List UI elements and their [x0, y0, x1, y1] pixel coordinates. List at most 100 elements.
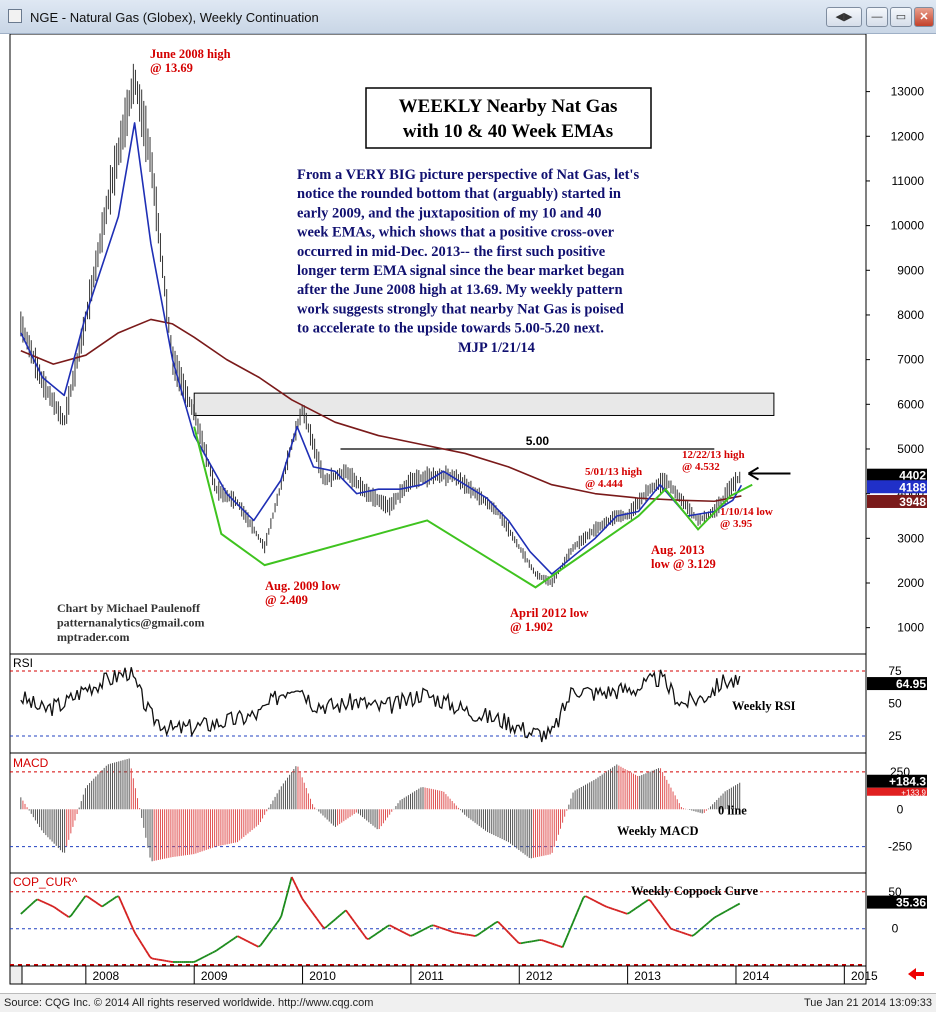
coppock-segment: [217, 949, 219, 950]
coppock-segment: [408, 935, 410, 936]
coppock-segment: [110, 899, 112, 900]
coppock-segment: [373, 935, 375, 936]
chart-title-line1: WEEKLY Nearby Nat Gas: [399, 96, 618, 117]
coppock-segment: [240, 937, 242, 938]
coppock-segment: [221, 946, 223, 947]
coppock-segment: [385, 926, 387, 927]
coppock-segment: [736, 905, 738, 906]
coppock-segment: [202, 957, 204, 958]
window-titlebar: NGE - Natural Gas (Globex), Weekly Conti…: [0, 0, 936, 34]
macd-last-values: +184.3+133.9: [867, 775, 927, 798]
coppock-segment: [150, 957, 152, 959]
restore-button[interactable]: ▭: [890, 7, 912, 27]
coppock-segment: [642, 903, 644, 904]
coppock-segment: [421, 930, 423, 931]
footer-timestamp: Tue Jan 21 2014 13:09:33: [804, 997, 932, 1009]
coppock-segment: [400, 931, 402, 932]
credit-line: Chart by Michael Paulenoff: [57, 601, 201, 615]
coppock-segment: [446, 930, 448, 931]
coppock-segment: [729, 908, 731, 909]
resistance-zone: [194, 393, 774, 415]
annotation-line: @ 1.902: [510, 620, 553, 634]
commentary-line: early 2009, and the juxtaposition of my …: [297, 205, 602, 221]
scrollbar-thumb[interactable]: [10, 966, 22, 984]
y-tick-label: 11000: [892, 174, 925, 188]
coppock-segment: [692, 935, 694, 936]
commentary-line: occurred in mid-Dec. 2013-- the first su…: [297, 244, 606, 260]
coppock-segment: [683, 933, 685, 934]
coppock-segment: [415, 933, 417, 934]
coppock-segment: [369, 938, 371, 939]
y-tick-label: 9000: [897, 263, 924, 277]
close-button[interactable]: ✕: [914, 7, 934, 27]
window-title: NGE - Natural Gas (Globex), Weekly Conti…: [30, 10, 319, 25]
coppock-segment: [204, 956, 206, 957]
coppock-segment: [198, 959, 200, 960]
commentary-line: to accelerate to the upside towards 5.00…: [297, 321, 604, 337]
coppock-segment: [588, 897, 590, 898]
x-tick-label: 2013: [634, 969, 661, 983]
coppock-segment: [46, 903, 48, 904]
scroll-arrows-button[interactable]: ◀▶: [826, 7, 862, 27]
x-tick-label: 2011: [418, 969, 444, 983]
coppock-segment: [196, 960, 198, 961]
coppock-segment: [475, 935, 477, 936]
coppock-segment: [58, 910, 60, 911]
svg-text:3948: 3948: [899, 495, 926, 509]
scroll-right-arrow-icon[interactable]: [908, 968, 924, 980]
coppock-segment: [85, 896, 87, 897]
x-tick-label: 2012: [526, 969, 553, 983]
coppock-segment: [379, 930, 381, 931]
coppock-segment: [552, 944, 554, 945]
coppock-segment: [406, 934, 408, 935]
coppock-segment: [644, 901, 646, 902]
coppock-segment: [65, 914, 67, 915]
y-tick-label: 6000: [897, 397, 924, 411]
coppock-segment: [94, 901, 96, 902]
coppock-segment: [417, 932, 419, 933]
coppock-segment: [594, 900, 596, 901]
coppock-segment: [556, 945, 558, 946]
annotation-line: @ 4.444: [585, 478, 623, 490]
x-tick-label: 2015: [851, 969, 878, 983]
coppock-segment: [113, 898, 115, 899]
coppock-segment: [231, 939, 233, 940]
coppock-segment: [40, 900, 42, 901]
coppock-segment: [44, 902, 46, 903]
coppock-segment: [371, 936, 373, 937]
macd-annotation: Weekly MACD: [617, 824, 699, 838]
x-tick-label: 2009: [201, 969, 228, 983]
coppock-segment: [602, 905, 604, 906]
coppock-segment: [681, 932, 683, 933]
coppock-segment: [440, 927, 442, 928]
annotation-line: Aug. 2009 low: [265, 579, 340, 593]
coppock-segment: [242, 938, 244, 939]
x-tick-label: 2014: [743, 969, 770, 983]
coppock-segment: [717, 915, 719, 916]
annotation-line: @ 4.532: [682, 461, 720, 473]
coppock-segment: [619, 911, 621, 912]
coppock-segment: [233, 938, 235, 939]
coppock-segment: [442, 928, 444, 929]
coppock-segment: [104, 904, 106, 905]
coppock-segment: [194, 961, 196, 962]
svg-text:4188: 4188: [899, 480, 926, 494]
x-tick-label: 2008: [92, 969, 119, 983]
last-value-box: 3948: [867, 495, 927, 509]
coppock-segment: [425, 928, 427, 929]
coppock-segment: [613, 909, 615, 910]
coppock-segment: [731, 907, 733, 908]
coppock-segment: [38, 899, 40, 900]
coppock-segment: [727, 909, 729, 910]
coppock-segment: [592, 899, 594, 900]
annotation-line: Aug. 2013: [651, 543, 704, 557]
coppock-segment: [621, 912, 623, 913]
coppock-segment: [54, 907, 56, 908]
svg-text:+133.9: +133.9: [901, 789, 926, 798]
minimize-button[interactable]: —: [866, 7, 888, 27]
footer-source: Source: CQG Inc. © 2014 All rights reser…: [4, 997, 373, 1009]
app-icon: [8, 9, 22, 23]
coppock-segment: [102, 905, 104, 906]
coppock-tick-label: 0: [892, 922, 899, 936]
coppock-segment: [210, 953, 212, 954]
